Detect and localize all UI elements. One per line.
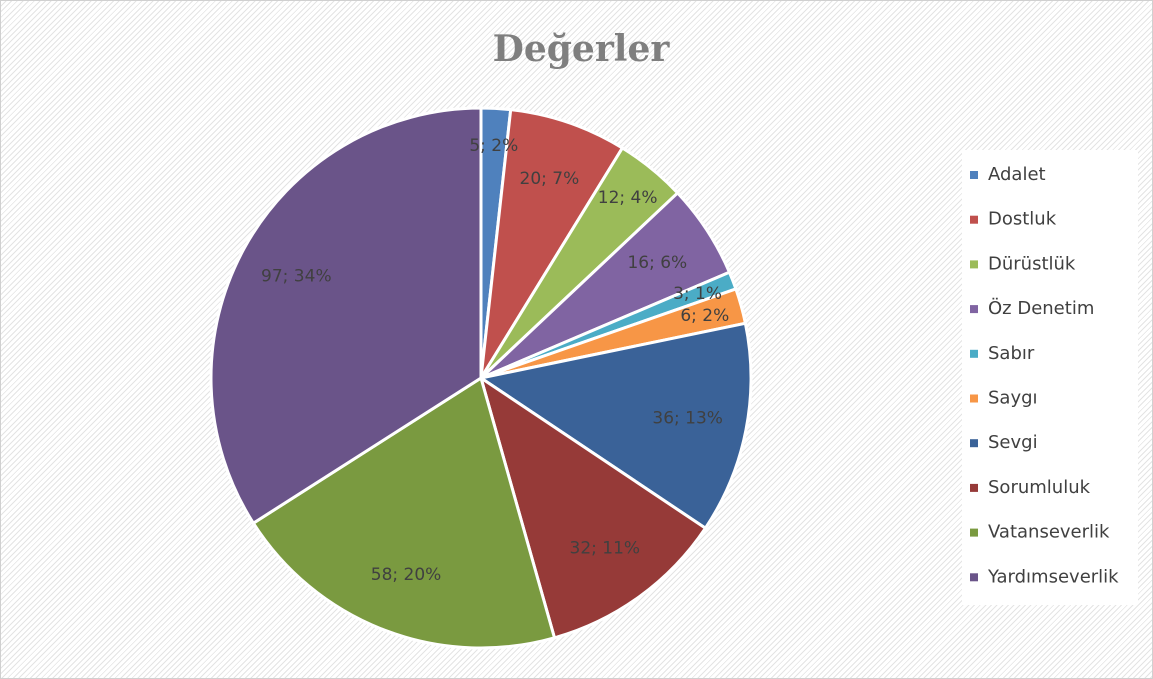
data-label: 5; 2%: [469, 136, 518, 156]
legend-label: Adalet: [988, 164, 1046, 185]
legend-swatch: [970, 394, 978, 403]
legend-swatch: [970, 260, 978, 269]
data-label: 3; 1%: [673, 284, 722, 304]
legend-label: Sorumluluk: [988, 477, 1091, 498]
legend-label: Vatanseverlik: [988, 522, 1110, 543]
legend-label: Sabır: [988, 343, 1035, 364]
legend-label: Dürüstlük: [988, 253, 1076, 274]
legend-swatch: [970, 573, 978, 582]
legend-swatch: [970, 305, 978, 314]
legend-label: Dostluk: [988, 209, 1057, 230]
legend-swatch: [970, 349, 978, 358]
data-label: 6; 2%: [680, 306, 729, 326]
data-label: 20; 7%: [520, 169, 580, 189]
pie-slice: [209, 106, 483, 526]
data-label: 97; 34%: [261, 267, 332, 287]
legend-label: Saygı: [988, 388, 1038, 409]
pie-slice: [479, 107, 625, 379]
chart-title: Değerler: [493, 28, 671, 70]
legend-label: Öz Denetim: [988, 297, 1094, 319]
data-label: 36; 13%: [652, 408, 723, 428]
legend-label: Yardımseverlik: [987, 566, 1119, 587]
data-label: 58; 20%: [371, 565, 442, 585]
legend-swatch: [970, 439, 978, 448]
data-label: 32; 11%: [570, 538, 641, 558]
pie-slice: [251, 375, 557, 650]
legend-swatch: [970, 483, 978, 492]
legend-label: Sevgi: [988, 432, 1038, 453]
legend-swatch: [970, 528, 978, 537]
legend-swatch: [970, 171, 978, 179]
data-label: 12; 4%: [598, 188, 658, 208]
data-label: 16; 6%: [627, 253, 687, 273]
pie-slice: [477, 321, 753, 531]
legend-box: [962, 150, 1138, 605]
legend-swatch: [970, 215, 978, 224]
